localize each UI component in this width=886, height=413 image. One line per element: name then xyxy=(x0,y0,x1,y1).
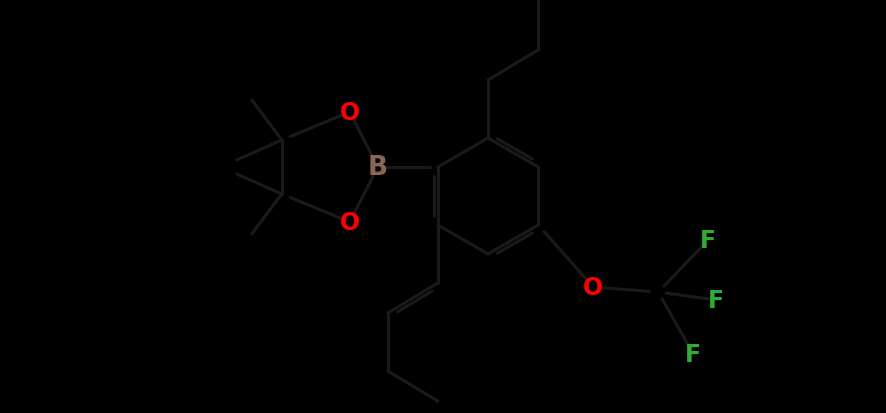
Text: O: O xyxy=(339,211,360,235)
Text: O: O xyxy=(582,275,602,299)
Text: F: F xyxy=(699,228,716,252)
Text: F: F xyxy=(707,288,724,312)
Text: F: F xyxy=(684,342,701,366)
Text: B: B xyxy=(368,154,387,180)
Text: O: O xyxy=(339,101,360,125)
